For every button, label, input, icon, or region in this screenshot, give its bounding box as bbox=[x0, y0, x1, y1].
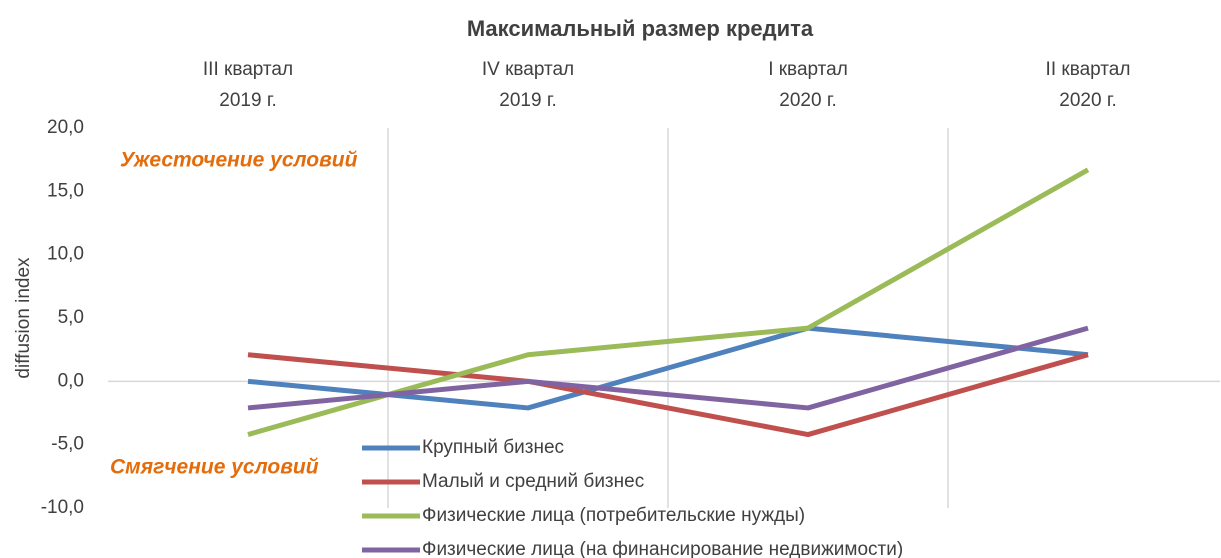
line-series bbox=[247, 325, 1089, 411]
y-tick-label: 15,0 bbox=[47, 180, 84, 201]
legend-label: Малый и средний бизнес bbox=[422, 471, 644, 492]
y-tick-label: 10,0 bbox=[47, 244, 84, 265]
annotation: Ужесточение условий bbox=[120, 149, 358, 172]
chart-title: Максимальный размер кредита bbox=[467, 16, 814, 41]
y-axis-label: diffusion index bbox=[13, 257, 34, 379]
x-tick-label: IV квартал 2019 г. bbox=[481, 59, 575, 111]
legend-label: Крупный бизнес bbox=[422, 437, 564, 458]
x-tick-label: I квартал 2020 г. bbox=[768, 59, 848, 111]
legend-label: Физические лица (на финансирование недви… bbox=[422, 539, 903, 558]
y-tick-label: 5,0 bbox=[58, 307, 84, 328]
legend-label: Физические лица (потребительские нужды) bbox=[422, 505, 805, 526]
y-tick-label: -5,0 bbox=[51, 434, 84, 455]
y-tick-label: 20,0 bbox=[47, 117, 84, 138]
annotation: Смягчение условий bbox=[110, 456, 319, 479]
y-tick-label: 0,0 bbox=[58, 370, 84, 391]
x-tick-label: III квартал 2019 г. bbox=[202, 59, 294, 111]
line-series bbox=[247, 352, 1089, 438]
y-tick-label: -10,0 bbox=[41, 497, 84, 518]
x-tick-label: II квартал 2020 г. bbox=[1045, 59, 1131, 111]
